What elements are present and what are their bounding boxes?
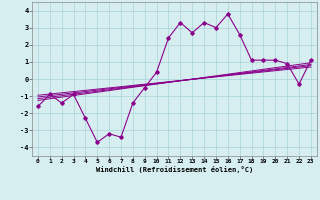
- X-axis label: Windchill (Refroidissement éolien,°C): Windchill (Refroidissement éolien,°C): [96, 166, 253, 173]
